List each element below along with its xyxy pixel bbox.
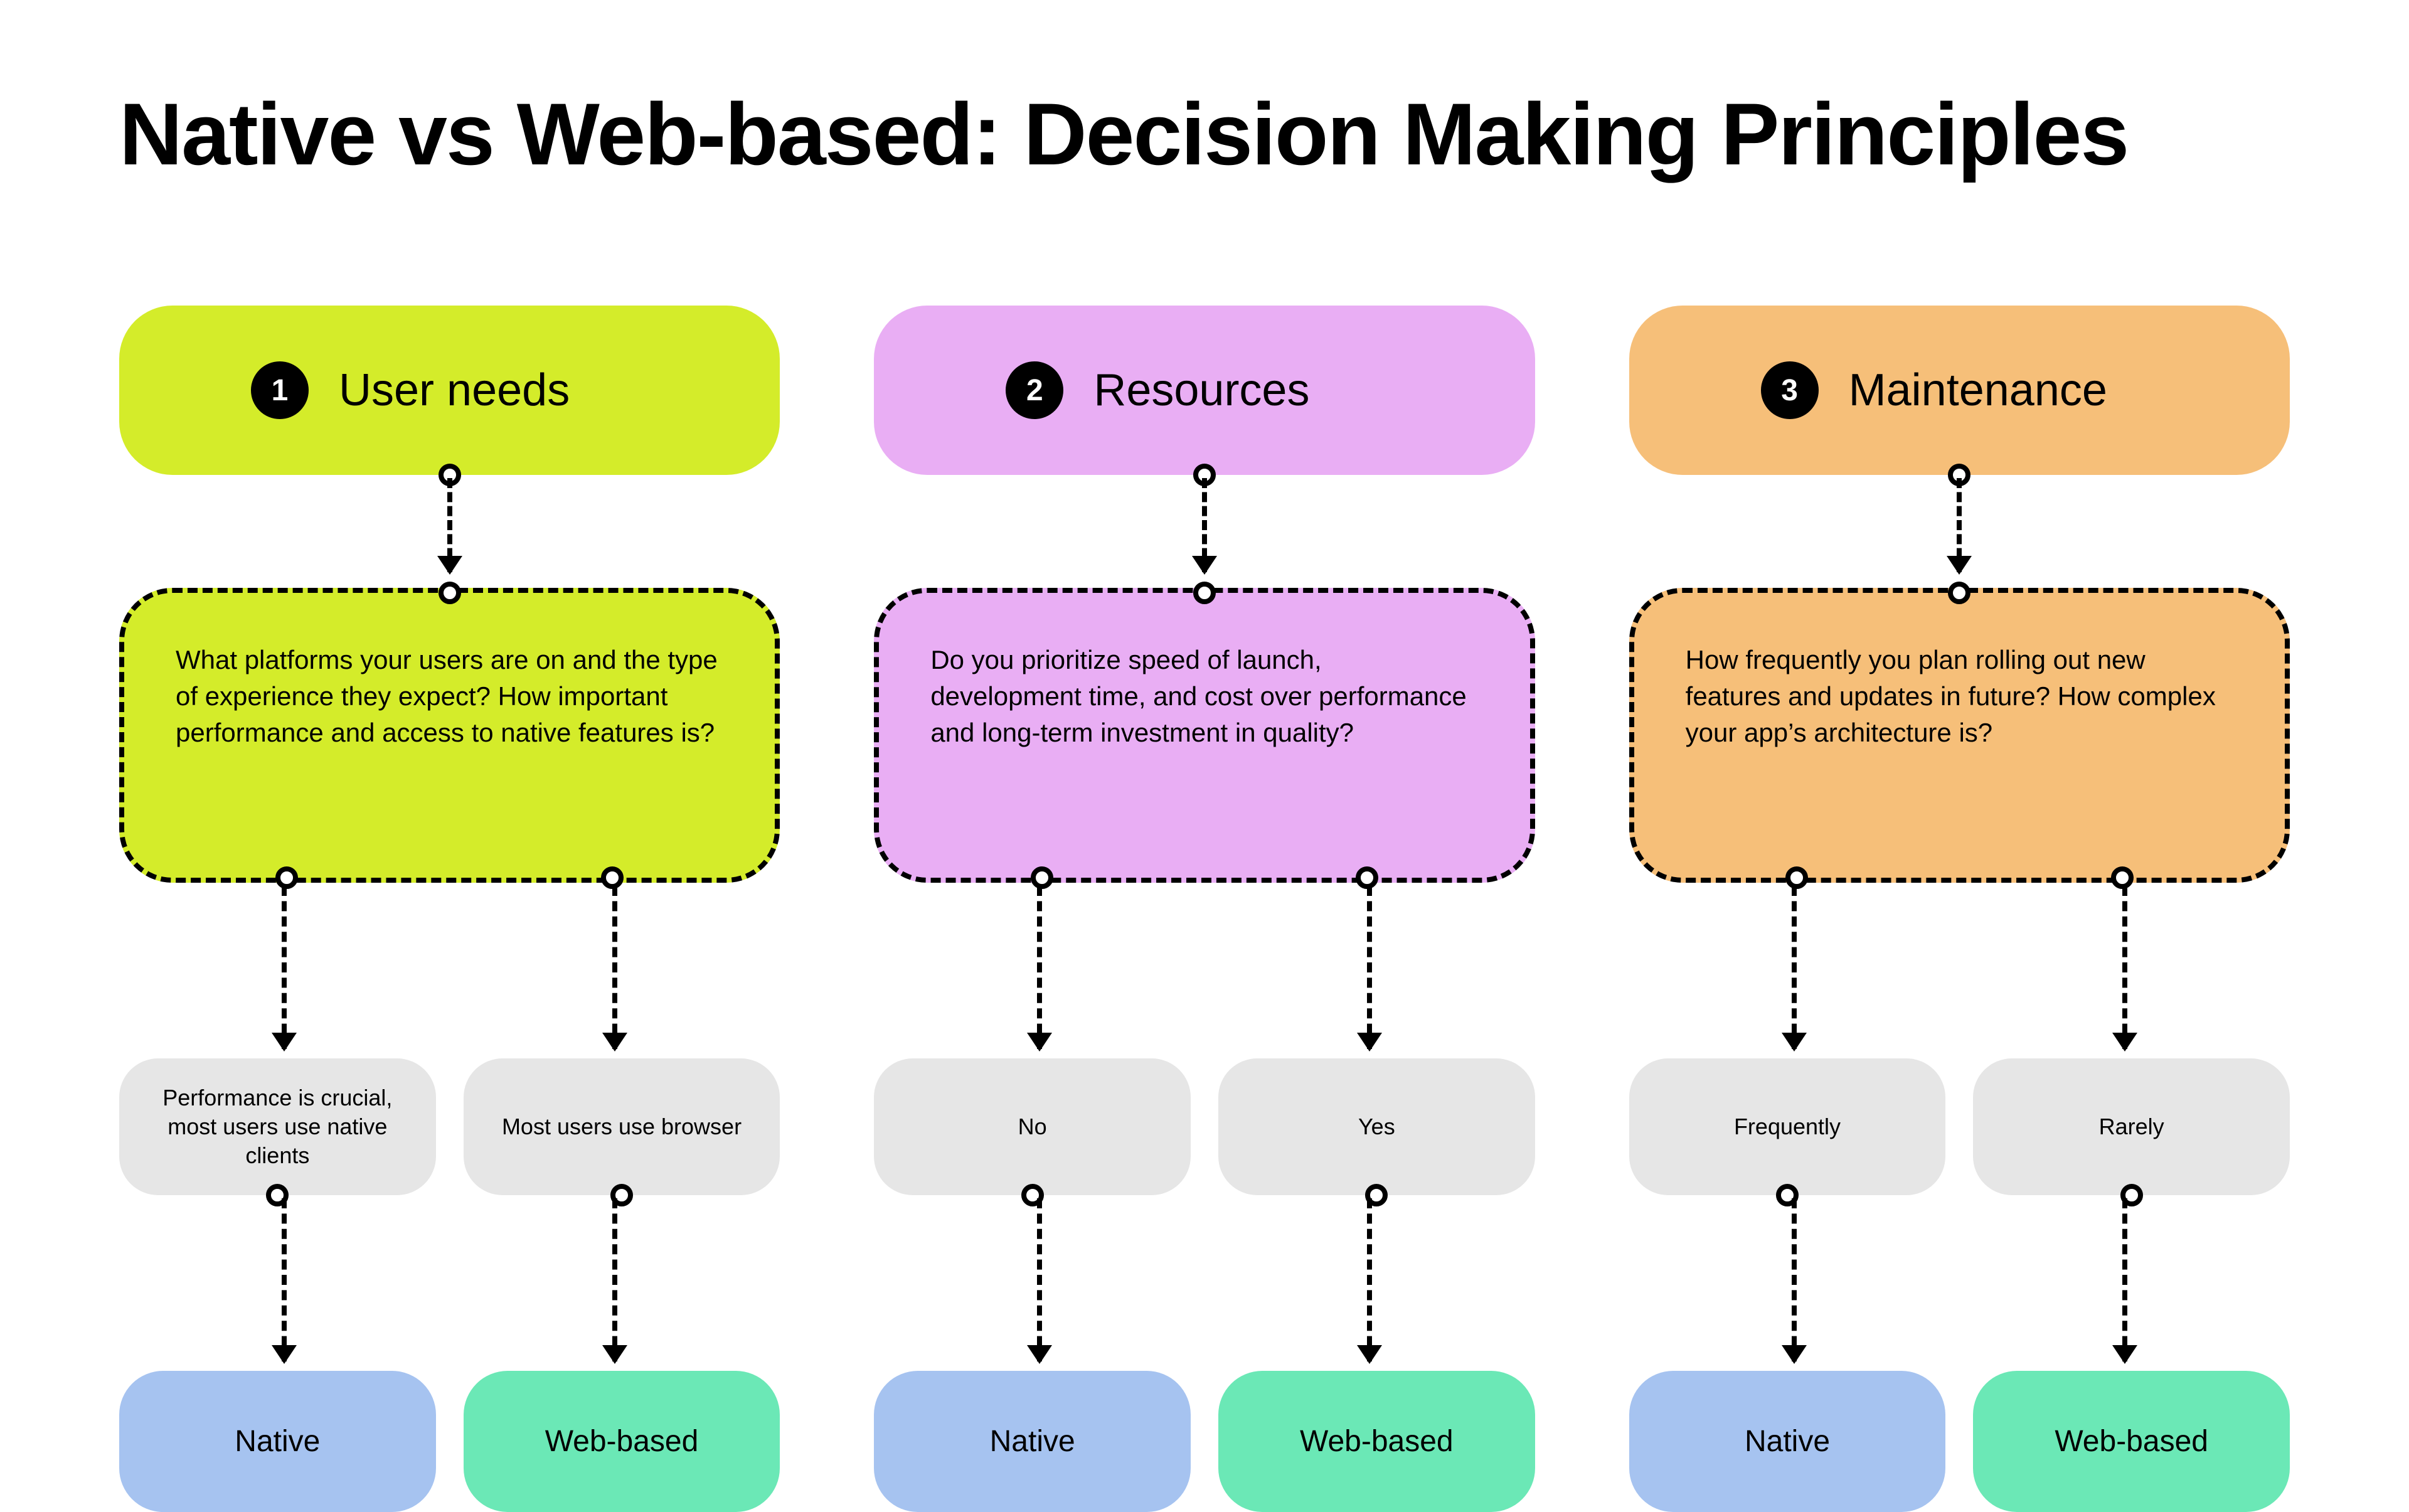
column-user-needs: 1 User needs What platforms your users a… [119, 306, 780, 1512]
connector-arrow [1792, 1198, 1797, 1361]
connector-arrow [612, 886, 617, 1049]
answer-text: Performance is crucial, most users use n… [147, 1083, 408, 1170]
connector-arrow [1367, 886, 1372, 1049]
answer-text: Rarely [2099, 1112, 2164, 1141]
outcome-native: Native [1629, 1371, 1946, 1512]
outcome-text: Web-based [2055, 1424, 2208, 1459]
connector-arrow [1037, 1198, 1042, 1361]
connector-arrow [447, 478, 452, 572]
answer-text: Yes [1358, 1112, 1395, 1141]
badge-1: 1 [251, 361, 309, 419]
outcome-text: Native [1745, 1424, 1830, 1459]
outcome-text: Web-based [545, 1424, 699, 1459]
question-text: What platforms your users are on and the… [176, 642, 723, 751]
connector-dot [1031, 866, 1053, 889]
answer-no: No [874, 1058, 1191, 1195]
badge-3: 3 [1761, 361, 1819, 419]
header-label-resources: Resources [1093, 365, 1309, 416]
connector-arrow [1792, 886, 1797, 1049]
outcome-row: Native Web-based [1629, 1371, 2290, 1512]
question-box-maintenance: How frequently you plan rolling out new … [1629, 588, 2290, 883]
connector-dot [275, 866, 298, 889]
connector-dot [439, 582, 461, 604]
outcome-text: Native [990, 1424, 1075, 1459]
outcome-text: Native [235, 1424, 320, 1459]
outcome-row: Native Web-based [874, 1371, 1534, 1512]
answer-row: Frequently Rarely [1629, 1058, 2290, 1195]
connector-dot [1785, 866, 1808, 889]
connector-dot [1193, 582, 1216, 604]
answer-row: Performance is crucial, most users use n… [119, 1058, 780, 1195]
connector-arrow [2122, 1198, 2127, 1361]
connector-arrow [612, 1198, 617, 1361]
connector-arrow [282, 886, 287, 1049]
connector-arrow [2122, 886, 2127, 1049]
connector-arrow [282, 1198, 287, 1361]
answer-rarely: Rarely [1973, 1058, 2290, 1195]
answer-yes: Yes [1218, 1058, 1535, 1195]
page-title: Native vs Web-based: Decision Making Pri… [119, 88, 2290, 180]
question-text: Do you prioritize speed of launch, devel… [930, 642, 1478, 751]
answer-row: No Yes [874, 1058, 1534, 1195]
connector-dot [1948, 582, 1970, 604]
answer-text: No [1018, 1112, 1047, 1141]
header-pill-user-needs: 1 User needs [119, 306, 780, 475]
outcome-text: Web-based [1300, 1424, 1454, 1459]
question-box-resources: Do you prioritize speed of launch, devel… [874, 588, 1534, 883]
header-pill-maintenance: 3 Maintenance [1629, 306, 2290, 475]
connector-arrow [1037, 886, 1042, 1049]
question-text: How frequently you plan rolling out new … [1686, 642, 2233, 751]
connector-arrow [1957, 478, 1962, 572]
column-resources: 2 Resources Do you prioritize speed of l… [874, 306, 1534, 1512]
outcome-web: Web-based [464, 1371, 780, 1512]
question-box-user-needs: What platforms your users are on and the… [119, 588, 780, 883]
connector-arrow [1202, 478, 1207, 572]
answer-text: Frequently [1734, 1112, 1841, 1141]
connector-arrow [1367, 1198, 1372, 1361]
answer-frequently: Frequently [1629, 1058, 1946, 1195]
answer-browser: Most users use browser [464, 1058, 780, 1195]
badge-2: 2 [1006, 361, 1063, 419]
columns-container: 1 User needs What platforms your users a… [119, 306, 2290, 1512]
outcome-web: Web-based [1218, 1371, 1535, 1512]
outcome-native: Native [874, 1371, 1191, 1512]
column-maintenance: 3 Maintenance How frequently you plan ro… [1629, 306, 2290, 1512]
outcome-web: Web-based [1973, 1371, 2290, 1512]
answer-native-clients: Performance is crucial, most users use n… [119, 1058, 436, 1195]
header-label-maintenance: Maintenance [1849, 365, 2107, 416]
outcome-native: Native [119, 1371, 436, 1512]
header-pill-resources: 2 Resources [874, 306, 1534, 475]
outcome-row: Native Web-based [119, 1371, 780, 1512]
header-label-user-needs: User needs [339, 365, 570, 416]
answer-text: Most users use browser [502, 1112, 742, 1141]
